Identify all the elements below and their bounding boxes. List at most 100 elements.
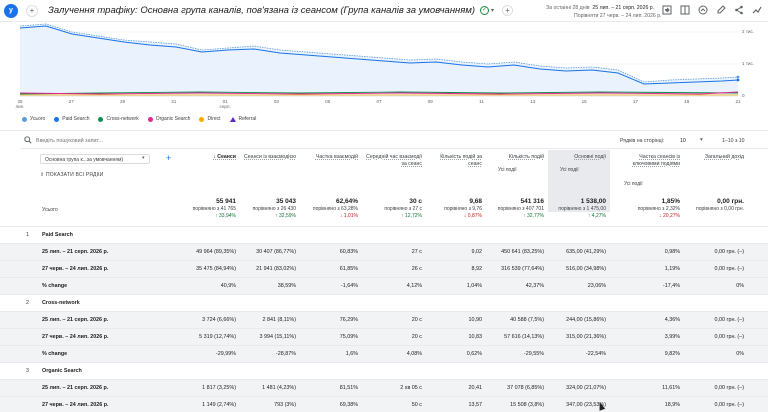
x-tick-label: 29 [120, 99, 126, 104]
show-all-rows-button[interactable]: ⇳ ПОКАЗАТИ ВСІ РЯДКИ [40, 172, 104, 178]
table-cell: 4,12% [406, 283, 422, 289]
table-row[interactable]: 27 черв. – 24 лип. 2026 р. 5 319 (12,74%)… [0, 328, 768, 345]
column-header[interactable]: Кількість подій [508, 154, 544, 160]
group-row[interactable]: 1 Paid Search [0, 226, 768, 243]
table-cell: 11,61% [662, 385, 680, 391]
rows-per-page-select[interactable]: 10 [680, 138, 686, 144]
totals-value: 62,64% [335, 198, 358, 205]
table-row[interactable]: 27 черв. – 24 лип. 2026 р. 1 149 (2,74%) 7… [0, 396, 768, 412]
row-label: % change [42, 283, 68, 289]
x-tick-label: 11 [479, 99, 484, 104]
totals-compare: порівняно з 2,32% [637, 205, 680, 212]
change-row[interactable]: % change -29,99% -28,87% 1,6% 4,08% 0,62% -29,… [0, 345, 768, 362]
share-icon[interactable] [734, 5, 744, 15]
column-highlight [548, 150, 610, 212]
column-header[interactable]: ↓ Сеанси [213, 154, 236, 160]
totals-cell: 0,00 грн. порівняно з 0,00 грн. [674, 198, 744, 213]
table-cell: 20 с [411, 317, 422, 323]
totals-delta: ↑ 32,77% [523, 213, 544, 219]
group-row[interactable]: 3 Organic Search [0, 362, 768, 379]
totals-compare: порівняно з 9,76 [444, 205, 482, 212]
legend-item-referral[interactable]: Referral [229, 116, 256, 122]
legend-item-total[interactable]: Усього [22, 116, 45, 122]
table-row[interactable]: 25 лип. – 21 серп. 2026 р. 49 964 (89,35%… [0, 243, 768, 260]
table-row[interactable]: 25 лип. – 21 серп. 2026 р. 3 724 (6,66%) 2… [0, 311, 768, 328]
trend-icon[interactable] [752, 5, 762, 15]
date-caret-icon[interactable]: ▾ [665, 8, 669, 14]
export-icon[interactable] [662, 5, 672, 15]
column-header[interactable]: Частка взаємодій [315, 154, 358, 160]
table-cell: 4,08% [406, 351, 422, 357]
add-tab-button[interactable]: + [26, 4, 38, 17]
dimension-select[interactable]: Основна група к...за умовчанням) [40, 154, 150, 164]
table-cell: 3,99% [664, 334, 680, 340]
table-cell: -1,64% [340, 283, 358, 289]
y-tick-label: 1 тис. [742, 61, 755, 66]
legend-item-direct[interactable]: Direct [199, 116, 221, 122]
event-filter-select[interactable]: Усі події [624, 181, 643, 187]
check-circle-icon[interactable]: ✓ [480, 6, 490, 15]
column-header[interactable]: Середній час взаємодії за сеанс [366, 154, 422, 167]
totals-compare: порівняно з 407 701 [497, 205, 544, 212]
row-label: 27 черв. – 24 лип. 2026 р. [42, 334, 109, 340]
table-cell: 8,92 [471, 266, 483, 272]
event-filter-select[interactable]: Усі події [560, 167, 579, 173]
x-tick-label: 03 [273, 99, 279, 104]
table-cell: -29,99% [215, 351, 236, 357]
x-tick-label: 21 [735, 99, 741, 104]
totals-cell: 541 316 порівняно з 407 701 ↑ 32,77% [474, 198, 544, 221]
table-cell: -22,54% [585, 351, 606, 357]
totals-delta: ↑ 33,94% [215, 213, 236, 219]
app-avatar[interactable]: y [4, 3, 18, 18]
chart-legend: Усього Paid Search Cross-network Organic… [22, 116, 256, 122]
column-header[interactable]: Загальний дохід [704, 154, 744, 160]
table-cell: 1 481 (4,23%) [262, 385, 296, 391]
column-header[interactable]: Кількість подій за сеанс [440, 154, 482, 167]
x-tick-label: 27 [68, 99, 74, 104]
table-cell: 5 319 (12,74%) [199, 334, 236, 340]
insights-icon[interactable] [698, 5, 708, 15]
compare-icon[interactable] [680, 5, 690, 15]
edit-icon[interactable] [716, 5, 726, 15]
table-cell: 10,83 [468, 334, 483, 340]
chevron-down-icon[interactable]: ▾ [700, 137, 703, 143]
y-tick-label: 0 [742, 93, 745, 98]
table-cell: 60,83% [339, 249, 358, 255]
table-cell: 57 616 (14,13%) [504, 334, 544, 340]
date-range-label: За останні 28 днів [546, 5, 590, 11]
search-input[interactable] [36, 135, 196, 146]
table-cell: 1 149 (2,74%) [202, 402, 236, 408]
chart-canvas [19, 23, 740, 97]
series-paid-line [19, 25, 739, 85]
legend-item-organic-search[interactable]: Organic Search [147, 116, 190, 122]
add-dimension-button[interactable]: + [166, 153, 172, 163]
table-cell: 76,29% [339, 317, 358, 323]
chevron-down-icon[interactable]: ▾ [491, 8, 495, 14]
x-tick-label: 07 [376, 99, 382, 104]
date-range-picker[interactable]: За останні 28 днів 25 лип. – 21 серп. 20… [546, 4, 662, 20]
column-header[interactable]: Основні події [574, 154, 606, 160]
totals-value: 1,85% [661, 198, 680, 205]
group-row[interactable]: 2 Cross-network [0, 294, 768, 311]
event-filter-select[interactable]: Усі події [498, 167, 517, 173]
chevron-down-icon[interactable]: ▾ [142, 155, 145, 161]
table-toolbar: Рядків на сторінці: 10 ▾ 1–10 з 10 [0, 134, 768, 148]
totals-delta: ↑ 12,72% [401, 213, 422, 219]
table-row[interactable]: 25 лип. – 21 серп. 2026 р. 1 817 (3,25%) 1… [0, 379, 768, 396]
table-cell: 0,98% [664, 249, 680, 255]
table-cell: 15 508 (3,8%) [510, 402, 544, 408]
add-comparison-button[interactable]: + [502, 5, 514, 16]
x-tick-label: 01 серп. [219, 99, 231, 109]
table-cell: 4,36% [664, 317, 680, 323]
legend-item-paid-search[interactable]: Paid Search [54, 116, 89, 122]
column-header[interactable]: Сеанси із взаємодією [244, 154, 296, 160]
date-range-compare: Порівняти 27 черв. – 24 лип. 2026 р. [574, 13, 662, 19]
legend-item-cross-network[interactable]: Cross-network [98, 116, 139, 122]
x-tick-label: 31 [171, 99, 177, 104]
table-row[interactable]: 27 черв. – 24 лип. 2026 р. 35 475 (84,94%… [0, 260, 768, 277]
column-header[interactable]: Частка сеансів із ключовими подіями [632, 154, 680, 167]
table-cell: 9,02 [471, 249, 483, 255]
table-cell: 450 641 (83,25%) [501, 249, 544, 255]
legend-label: Усього [30, 116, 46, 122]
change-row[interactable]: % change 40,9% 38,59% -1,64% 4,12% 1,04% 42,37… [0, 277, 768, 294]
